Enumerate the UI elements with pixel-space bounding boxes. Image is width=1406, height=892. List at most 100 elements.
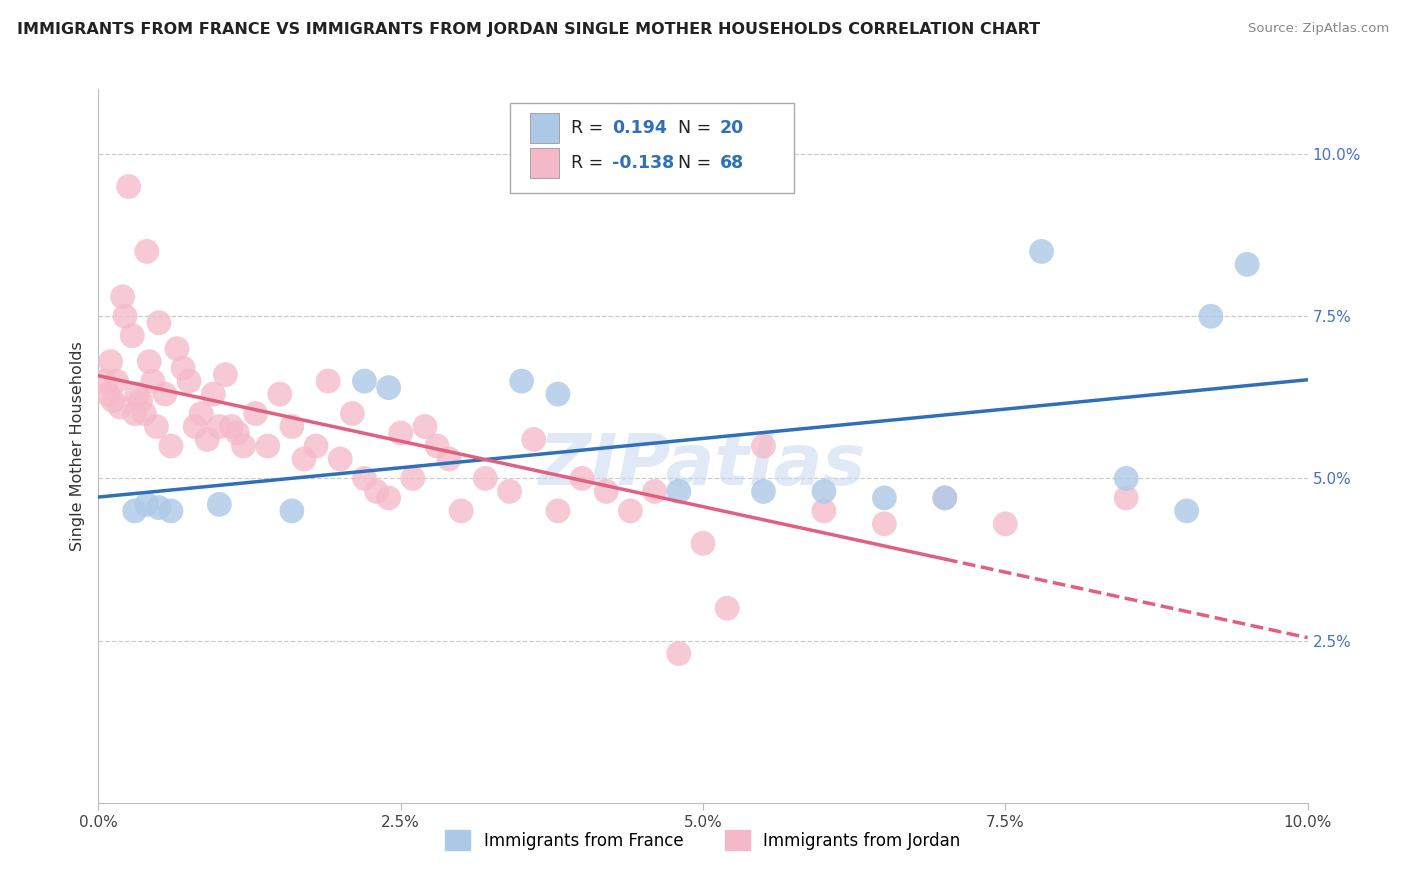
Point [571,471,593,485]
Point [93,374,115,388]
Point [1175,504,1198,518]
Point [716,601,738,615]
Point [269,387,291,401]
Point [873,491,896,505]
Point [195,433,218,447]
Point [179,374,201,388]
Point [190,407,212,421]
Point [619,504,641,518]
Text: 20: 20 [720,120,744,137]
Text: IMMIGRANTS FROM FRANCE VS IMMIGRANTS FROM JORDAN SINGLE MOTHER HOUSEHOLDS CORREL: IMMIGRANTS FROM FRANCE VS IMMIGRANTS FRO… [17,22,1040,37]
Point [934,491,956,505]
Point [153,387,176,401]
Point [426,439,449,453]
Point [256,439,278,453]
Point [105,374,128,388]
Point [142,374,165,388]
Point [1115,471,1137,485]
Point [644,484,666,499]
Y-axis label: Single Mother Households: Single Mother Households [70,341,86,551]
Point [214,368,236,382]
FancyBboxPatch shape [530,113,560,144]
Point [121,328,143,343]
FancyBboxPatch shape [530,148,560,178]
Point [114,310,136,324]
Point [208,497,231,511]
Point [994,516,1017,531]
Point [353,471,375,485]
Text: R =: R = [571,153,609,171]
Point [134,407,156,421]
Point [129,393,152,408]
Point [97,387,120,401]
Point [547,504,569,518]
Point [145,419,167,434]
Point [329,452,352,467]
Point [450,504,472,518]
Point [281,419,304,434]
Point [160,439,183,453]
Point [305,439,328,453]
Point [547,387,569,401]
Point [226,425,249,440]
Text: Source: ZipAtlas.com: Source: ZipAtlas.com [1249,22,1389,36]
Text: 0.194: 0.194 [613,120,668,137]
Point [221,419,243,434]
Point [668,484,690,499]
Point [813,484,835,499]
Text: N =: N = [678,153,717,171]
Point [118,179,141,194]
Point [245,407,267,421]
Point [100,354,122,368]
Point [124,504,146,518]
FancyBboxPatch shape [509,103,793,193]
Point [692,536,714,550]
Point [668,647,690,661]
Point [389,425,412,440]
Legend: Immigrants from France, Immigrants from Jordan: Immigrants from France, Immigrants from … [437,822,969,859]
Point [474,471,496,485]
Point [166,342,188,356]
Point [208,419,231,434]
Point [595,484,617,499]
Point [1199,310,1222,324]
Point [108,400,131,414]
Point [1236,257,1258,271]
Point [281,504,304,518]
Point [752,439,775,453]
Point [498,484,520,499]
Point [1115,491,1137,505]
Text: ZIPatlas: ZIPatlas [540,431,866,500]
Point [172,361,194,376]
Point [934,491,956,505]
Point [377,381,399,395]
Text: R =: R = [571,120,609,137]
Point [813,504,835,518]
Point [523,433,546,447]
Point [510,374,533,388]
Point [366,484,388,499]
Point [124,407,146,421]
Point [1031,244,1053,259]
Point [135,497,157,511]
Point [402,471,425,485]
Point [873,516,896,531]
Point [342,407,364,421]
Point [377,491,399,505]
Point [752,484,775,499]
Text: -0.138: -0.138 [613,153,675,171]
Point [437,452,460,467]
Point [101,393,124,408]
Point [232,439,254,453]
Point [292,452,315,467]
Point [413,419,436,434]
Point [138,354,160,368]
Point [127,387,149,401]
Text: 68: 68 [720,153,744,171]
Text: N =: N = [678,120,717,137]
Point [148,316,170,330]
Point [202,387,225,401]
Point [135,244,157,259]
Point [111,290,134,304]
Point [148,500,170,515]
